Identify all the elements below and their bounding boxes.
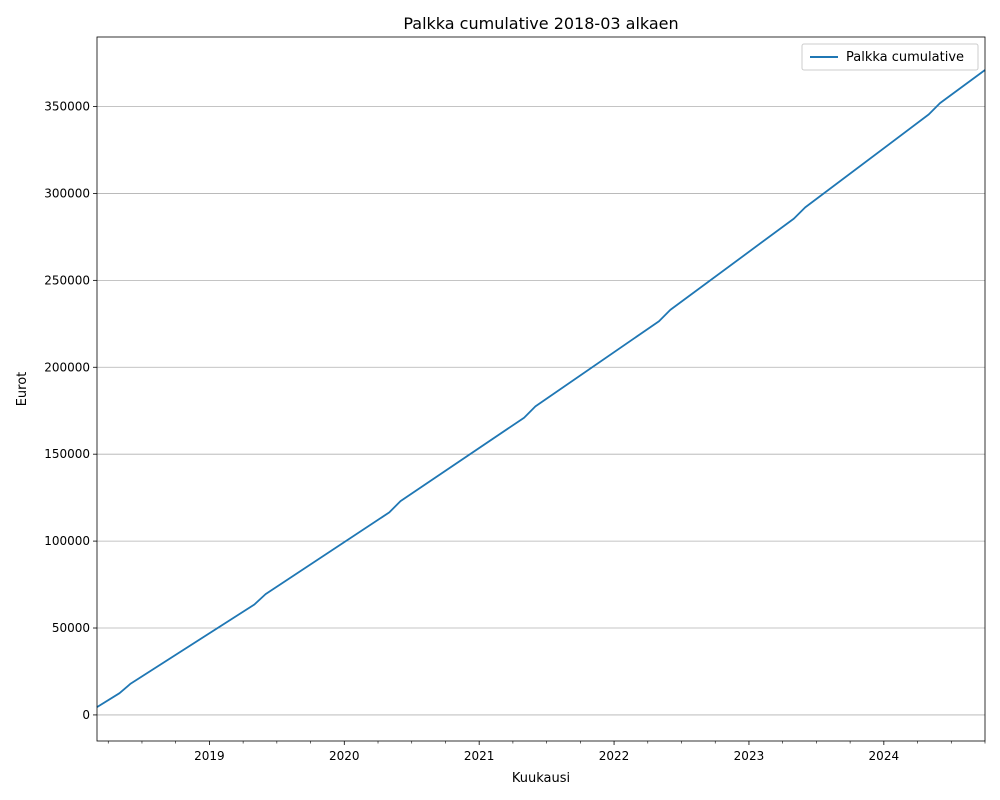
y-axis-ticks: 0 50000 100000 150000 200000 250000 300000 3500… bbox=[44, 100, 97, 722]
series-line-palkka-cumulative bbox=[96, 69, 986, 708]
x-tick-label: 2024 bbox=[869, 749, 900, 763]
legend-label: Palkka cumulative bbox=[846, 50, 964, 65]
x-axis-ticks: 2019 2020 2021 2022 2023 2024 bbox=[107, 741, 986, 763]
y-axis-label: Eurot bbox=[15, 372, 30, 407]
chart-title: Palkka cumulative 2018-03 alkaen bbox=[403, 14, 678, 33]
y-tick-label: 100000 bbox=[44, 534, 90, 548]
y-tick-label: 50000 bbox=[52, 621, 90, 635]
y-tick-label: 200000 bbox=[44, 360, 90, 374]
legend: Palkka cumulative bbox=[801, 43, 979, 71]
x-tick-label: 2019 bbox=[194, 749, 225, 763]
grid-lines bbox=[97, 106, 985, 716]
y-tick-label: 300000 bbox=[44, 186, 90, 200]
x-tick-label: 2022 bbox=[599, 749, 630, 763]
plot-area bbox=[97, 37, 985, 741]
y-tick-label: 0 bbox=[82, 708, 90, 722]
series-lines bbox=[96, 69, 986, 708]
x-tick-label: 2023 bbox=[734, 749, 765, 763]
x-axis-label: Kuukausi bbox=[512, 771, 570, 786]
plot-frame bbox=[96, 36, 986, 742]
x-tick-label: 2021 bbox=[464, 749, 495, 763]
y-tick-label: 150000 bbox=[44, 447, 90, 461]
legend-box bbox=[801, 43, 979, 71]
y-tick-label: 250000 bbox=[44, 273, 90, 287]
x-tick-label: 2020 bbox=[329, 749, 360, 763]
y-tick-label: 350000 bbox=[44, 100, 90, 114]
